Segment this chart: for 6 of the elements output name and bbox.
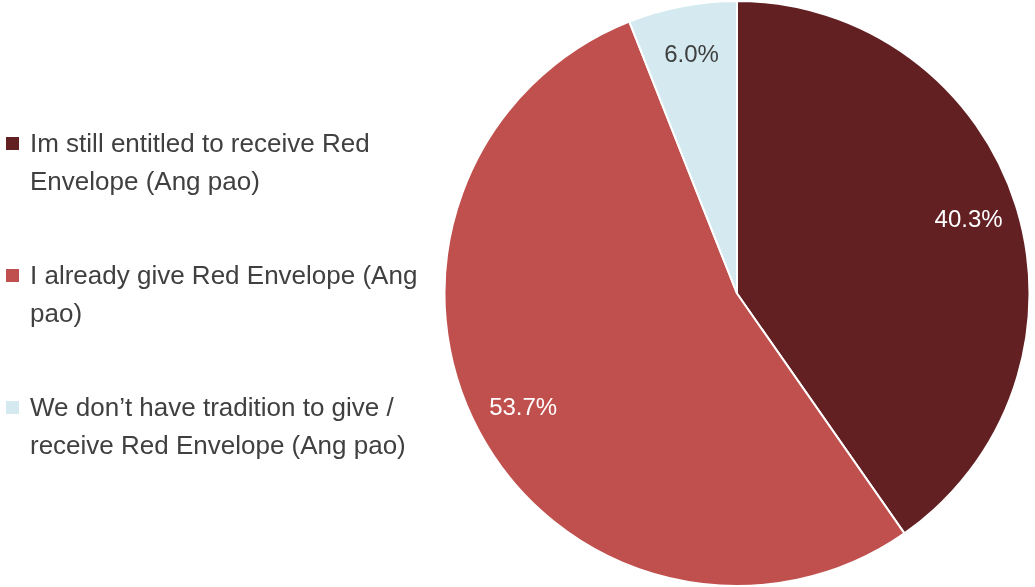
legend-label: We don’t have tradition to give / receive Red Envelope (Ang pao) [30, 390, 407, 462]
data-label: 6.0% [664, 39, 719, 67]
legend-label: I already give Red Envelope (Ang pao) [30, 258, 419, 330]
data-label: 53.7% [489, 393, 558, 421]
data-label: 40.3% [934, 205, 1003, 233]
legend-label: Im still entitled to receive Red Envelope (Ang pao) [30, 126, 371, 198]
